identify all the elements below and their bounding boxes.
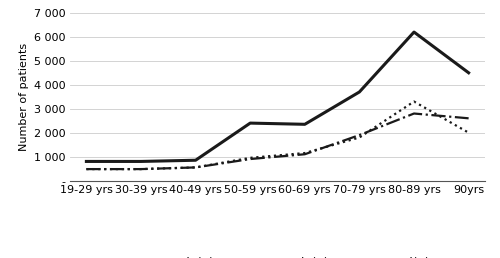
Total(n) <box>138 160 144 163</box>
Line: Female(n): Female(n) <box>86 114 468 169</box>
Total(n) <box>84 160 89 163</box>
Female(n) <box>302 153 308 156</box>
Female(n) <box>356 134 362 137</box>
Total(n) <box>466 71 471 74</box>
Female(n) <box>84 167 89 171</box>
Male(n) <box>411 100 417 103</box>
Line: Total(n): Total(n) <box>86 32 468 162</box>
Male(n) <box>302 151 308 155</box>
Y-axis label: Number of patients: Number of patients <box>20 43 30 151</box>
Total(n) <box>247 122 253 125</box>
Male(n) <box>84 167 89 171</box>
Female(n) <box>247 157 253 160</box>
Female(n) <box>138 167 144 171</box>
Total(n) <box>356 90 362 93</box>
Total(n) <box>192 159 198 162</box>
Total(n) <box>411 30 417 34</box>
Legend: Male(n), Female(n), Total(n): Male(n), Female(n), Total(n) <box>126 257 429 258</box>
Total(n) <box>302 123 308 126</box>
Female(n) <box>192 166 198 169</box>
Male(n) <box>466 131 471 134</box>
Male(n) <box>138 167 144 171</box>
Line: Male(n): Male(n) <box>86 102 468 169</box>
Male(n) <box>192 166 198 169</box>
Male(n) <box>247 156 253 159</box>
Male(n) <box>356 136 362 139</box>
Female(n) <box>466 117 471 120</box>
Female(n) <box>411 112 417 115</box>
